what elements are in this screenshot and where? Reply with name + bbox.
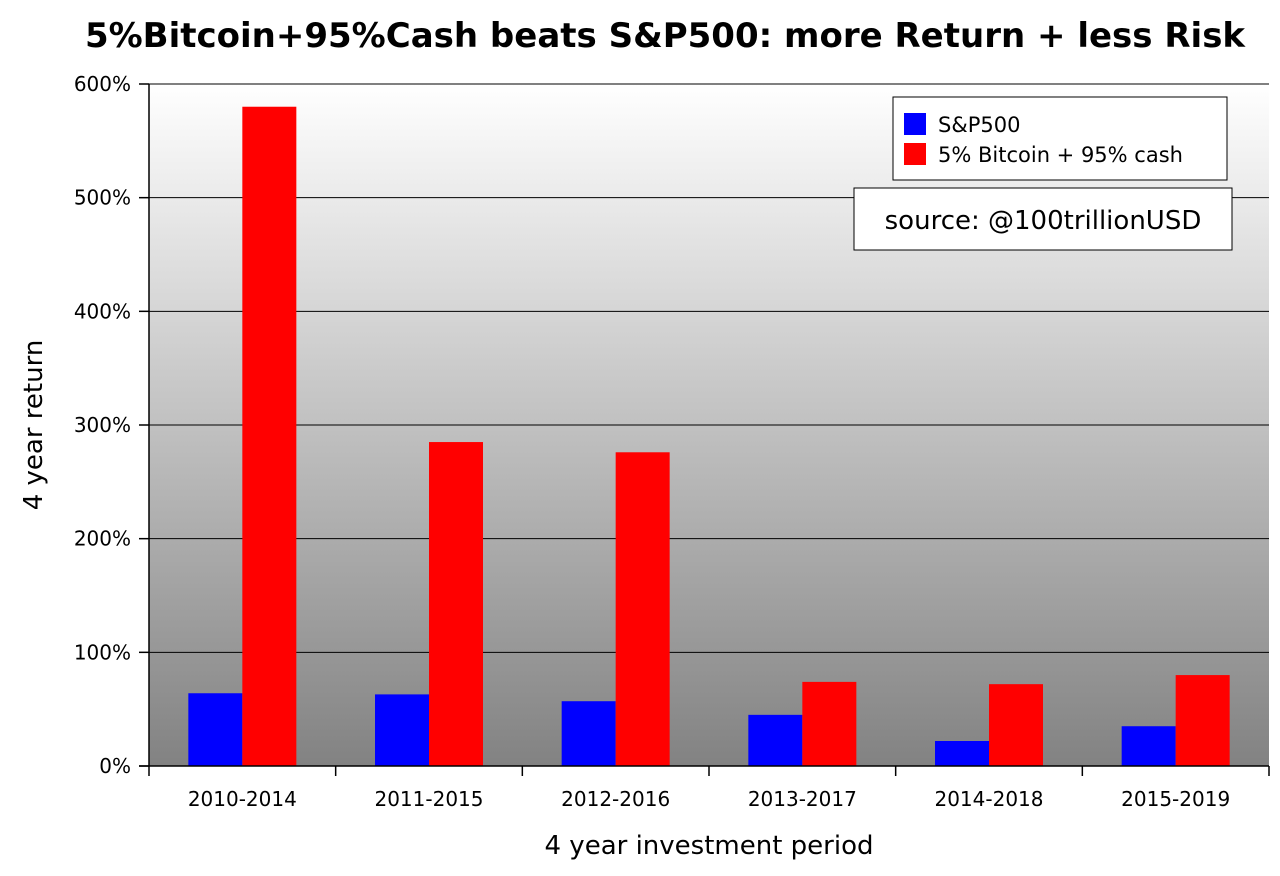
y-tick-label: 600% <box>74 72 131 96</box>
bar-sp500-2014-2018 <box>935 740 989 766</box>
bars <box>188 106 1230 766</box>
x-tick-label: 2014-2018 <box>934 787 1043 811</box>
bar-bitcoin-cash-2012-2016 <box>615 452 670 766</box>
legend-swatch-sp500 <box>904 113 926 135</box>
bar-sp500-2015-2019 <box>1121 726 1176 766</box>
bar-bitcoin-cash-2010-2014 <box>242 106 297 766</box>
y-axis-label: 4 year return <box>19 340 49 511</box>
bar-sp500-2011-2015 <box>375 694 429 766</box>
chart-title: 5%Bitcoin+95%Cash beats S&P500: more Ret… <box>85 16 1246 56</box>
bar-bitcoin-cash-2014-2018 <box>989 684 1043 766</box>
x-axis-label: 4 year investment period <box>545 831 874 861</box>
legend: S&P500 5% Bitcoin + 95% cash <box>892 96 1228 181</box>
legend-label-bitcoin-cash: 5% Bitcoin + 95% cash <box>938 143 1183 167</box>
bar-bitcoin-cash-2011-2015 <box>429 442 483 766</box>
x-tick-label: 2013-2017 <box>748 787 857 811</box>
y-axis-ticks: 0% 100% 200% 300% 400% 500% 600% <box>74 72 149 778</box>
legend-swatch-bitcoin-cash <box>904 143 926 165</box>
source-annotation: source: @100trillionUSD <box>853 187 1233 251</box>
y-tick-label: 300% <box>74 413 131 437</box>
bar-sp500-2013-2017 <box>748 714 803 766</box>
x-tick-label: 2010-2014 <box>188 787 297 811</box>
y-tick-label: 500% <box>74 186 131 210</box>
source-text: source: @100trillionUSD <box>885 206 1202 236</box>
x-tick-label: 2015-2019 <box>1121 787 1230 811</box>
x-tick-label: 2011-2015 <box>374 787 483 811</box>
y-tick-label: 0% <box>99 754 131 778</box>
x-tick-label: 2012-2016 <box>561 787 670 811</box>
bar-sp500-2012-2016 <box>561 701 616 766</box>
source-box <box>853 187 1233 251</box>
legend-box <box>892 96 1228 181</box>
legend-label-sp500: S&P500 <box>938 113 1020 137</box>
y-tick-label: 100% <box>74 640 131 664</box>
bar-bitcoin-cash-2015-2019 <box>1175 675 1230 766</box>
bar-bitcoin-cash-2013-2017 <box>802 681 857 766</box>
gridlines <box>149 83 1269 653</box>
y-tick-label: 200% <box>74 527 131 551</box>
x-axis-ticks: 2010-2014 2011-2015 2012-2016 2013-2017 2014… <box>148 766 1270 811</box>
y-tick-label: 400% <box>74 299 131 323</box>
bar-sp500-2010-2014 <box>188 693 243 766</box>
